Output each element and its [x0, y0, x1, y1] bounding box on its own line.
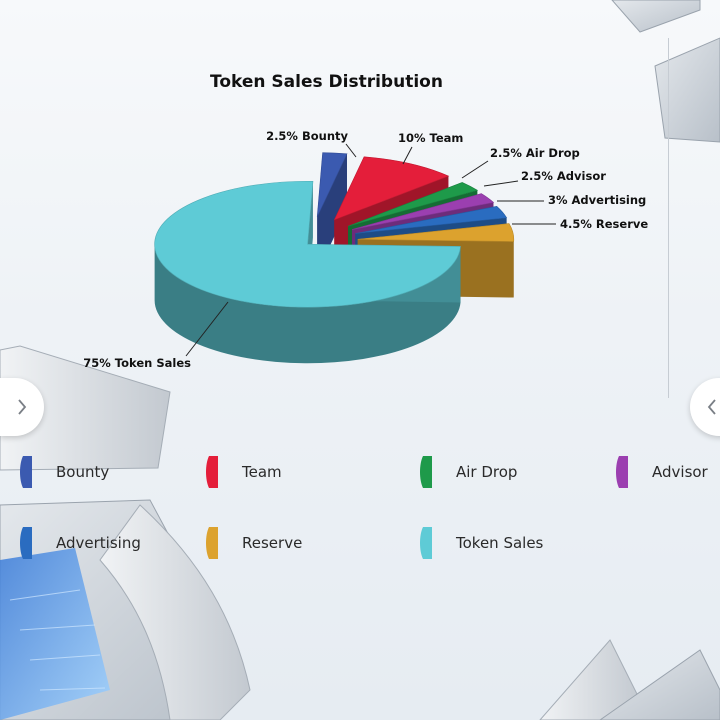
callout-line — [185, 301, 229, 357]
callout-line — [461, 160, 489, 179]
slice-label: 3% Advertising — [548, 193, 646, 207]
slice-label: 2.5% Advisor — [521, 169, 606, 183]
callout-line — [402, 146, 413, 165]
legend-item-advisor: Advisor — [616, 456, 708, 488]
pie-callouts: 2.5% Bounty 10% Team 2.5% Air Drop 2.5% Adv… — [83, 129, 648, 370]
legend-swatch-shape — [20, 527, 32, 559]
legend-swatch — [616, 456, 628, 488]
legend-swatch — [206, 527, 218, 559]
legend-item-advertising: Advertising — [20, 527, 141, 559]
legend-swatch — [20, 527, 32, 559]
pie-slice-air-drop — [347, 182, 479, 227]
legend-swatch — [420, 456, 432, 488]
slice-label: 75% Token Sales — [83, 356, 191, 370]
legend-item-token-sales: Token Sales — [420, 527, 544, 559]
carousel-prev-button[interactable] — [0, 378, 44, 436]
pie-tops — [154, 152, 515, 308]
legend-item-reserve: Reserve — [206, 527, 303, 559]
legend-swatch-shape — [420, 456, 432, 488]
pie-slice-wall — [317, 153, 347, 273]
callout-line — [345, 143, 357, 158]
pie-slice-team — [333, 156, 450, 221]
legend-swatch-shape — [206, 527, 218, 559]
legend-label: Air Drop — [456, 463, 518, 481]
pie-slice-reserve — [357, 223, 515, 242]
legend-swatch — [206, 456, 218, 488]
legend-swatch-shape — [206, 456, 218, 488]
legend-label: Token Sales — [456, 534, 544, 552]
legend-item-air-drop: Air Drop — [420, 456, 518, 488]
legend-label: Advisor — [652, 463, 708, 481]
legend-swatch-shape — [20, 456, 32, 488]
pie-slice-bounty — [316, 152, 348, 217]
slice-label: 10% Team — [398, 131, 463, 145]
legend-label: Advertising — [56, 534, 141, 552]
legend-swatch — [20, 456, 32, 488]
legend-label: Reserve — [242, 534, 303, 552]
pie-slice-token-sales — [154, 180, 461, 308]
legend-label: Team — [242, 463, 282, 481]
chevron-right-icon — [18, 399, 27, 415]
pie-slice-advertising — [355, 206, 508, 234]
legend-item-team: Team — [206, 456, 282, 488]
slice-label: 2.5% Air Drop — [490, 146, 580, 160]
vertical-divider — [668, 38, 669, 398]
callout-line — [483, 180, 519, 187]
legend-swatch — [420, 527, 432, 559]
pie-slice-advisor — [351, 193, 495, 230]
slice-label: 2.5% Bounty — [266, 129, 348, 143]
pie-slice-side — [154, 244, 461, 364]
legend-item-bounty: Bounty — [20, 456, 110, 488]
legend-swatch-shape — [420, 527, 432, 559]
slice-label: 4.5% Reserve — [560, 217, 648, 231]
legend-swatch-shape — [616, 456, 628, 488]
chart-title: Token Sales Distribution — [210, 72, 443, 92]
chevron-left-icon — [707, 399, 716, 415]
legend-label: Bounty — [56, 463, 110, 481]
